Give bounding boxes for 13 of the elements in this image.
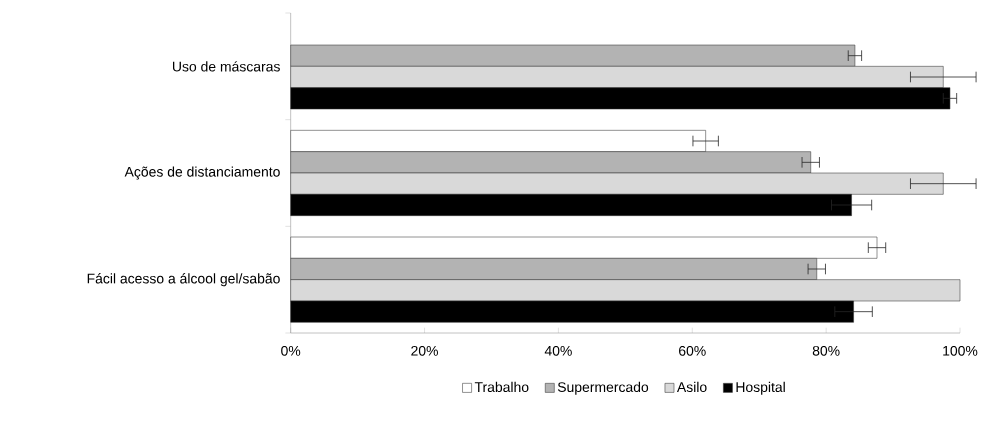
x-tick-label: 100% (943, 345, 978, 356)
y-tick-label: Ações de distanciamento (124, 166, 280, 180)
legend-label: Hospital (736, 381, 785, 395)
y-tick-label: Fácil acesso a álcool gel/sabão (87, 273, 280, 287)
x-tick-label: 60% (679, 345, 706, 356)
x-tick-label: 40% (544, 345, 572, 356)
x-tick-label: 0% (281, 345, 301, 356)
y-tick-label: Uso de máscaras (173, 61, 280, 72)
x-tick-label: 80% (812, 345, 840, 356)
legend-label: Supermercado (557, 381, 649, 395)
legend-label: Trabalho (474, 381, 529, 393)
x-tick-label: 20% (411, 345, 438, 356)
legend-label: Asilo (676, 381, 707, 393)
